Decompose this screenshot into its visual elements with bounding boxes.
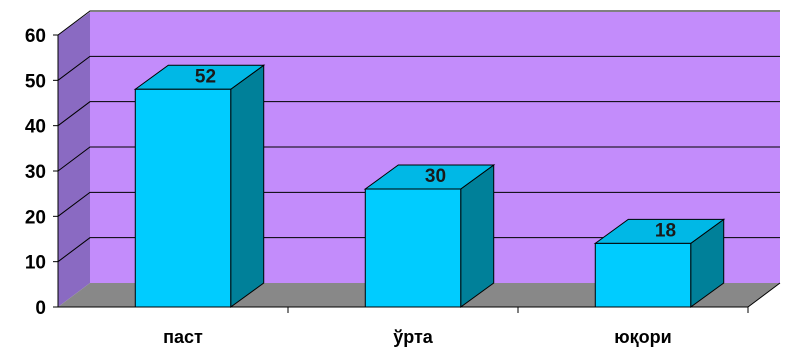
y-tick-label: 30	[25, 162, 46, 183]
data-label: 30	[425, 166, 446, 187]
gridline	[57, 10, 780, 36]
floor-edge	[747, 282, 781, 308]
bar-2: 30	[363, 164, 496, 308]
bar-front-face	[594, 242, 692, 308]
category-label: юқори	[614, 327, 671, 347]
bars: 52 30 18	[133, 64, 726, 308]
bar-front-face	[364, 188, 462, 308]
gridline	[57, 191, 780, 217]
bar-front-face	[134, 88, 232, 308]
category-label: паст	[163, 327, 203, 347]
gridline	[57, 146, 780, 172]
gridline	[57, 101, 780, 127]
category-labels: паст ўрта юқори	[163, 282, 781, 347]
y-tick-labels: 0 10 20 30 40 50 60	[25, 26, 58, 319]
gridline	[57, 55, 780, 81]
gridline	[57, 237, 780, 263]
bar-side-face	[230, 64, 265, 308]
data-label: 52	[195, 66, 216, 87]
bar-3: 18	[593, 218, 726, 308]
gridlines	[57, 10, 780, 263]
bar-1: 52	[133, 64, 266, 308]
y-tick-label: 10	[25, 253, 46, 274]
bar-side-face	[460, 164, 495, 308]
y-tick-label: 40	[25, 117, 46, 138]
y-tick-label: 50	[25, 71, 46, 92]
y-tick-label: 60	[25, 26, 46, 47]
y-tick-label: 0	[35, 298, 46, 319]
y-tick-label: 20	[25, 207, 46, 228]
category-label: ўрта	[393, 327, 434, 347]
data-label: 18	[655, 220, 676, 241]
